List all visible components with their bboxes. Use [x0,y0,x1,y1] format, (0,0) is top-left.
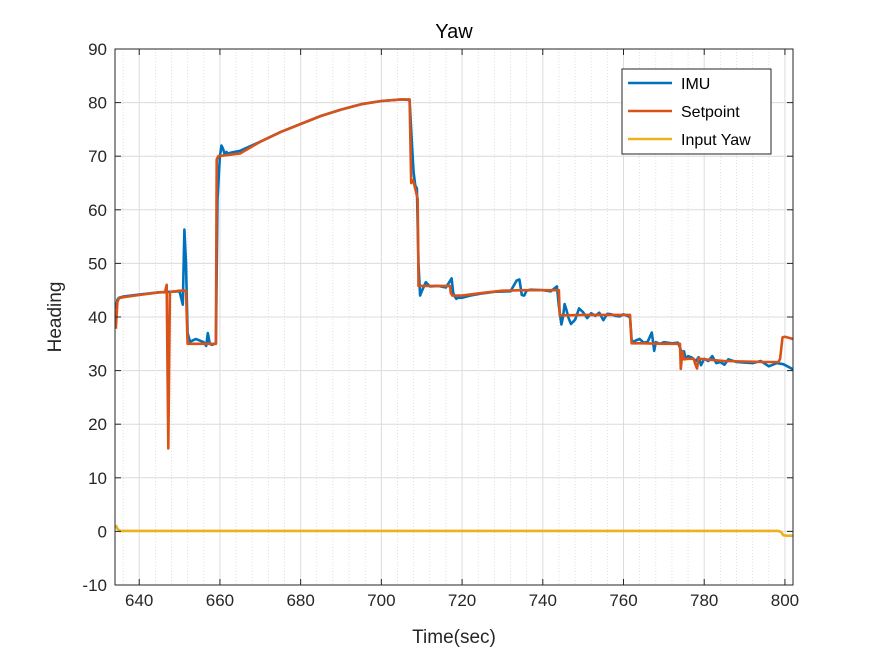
series-line-setpoint [115,98,793,450]
chart-title: Yaw [435,21,473,43]
y-axis-label: Heading [45,282,66,353]
series-line-input-yaw [115,524,793,538]
x-tick-label: 760 [609,591,637,610]
legend-label-setpoint: Setpoint [681,104,740,121]
y-tick-label: 30 [88,362,107,381]
x-tick-label: 680 [286,591,314,610]
y-tick-label: 10 [88,469,107,488]
x-tick-label: 800 [771,591,799,610]
y-tick-label: 70 [88,147,107,166]
x-tick-label: 740 [529,591,557,610]
y-tick-label: 60 [88,201,107,220]
x-tick-label: 660 [206,591,234,610]
y-tick-label: 0 [98,522,107,541]
y-tick-label: -10 [82,576,107,595]
series-layer [115,98,793,538]
y-tick-label: 50 [88,254,107,273]
x-tick-label: 640 [125,591,153,610]
x-tick-label: 700 [367,591,395,610]
ticks-layer: 640 660 680 700 720 740 760 780 800 -10 0 10 20 30 40 5… [82,40,799,610]
x-tick-label: 720 [448,591,476,610]
legend-label-imu: IMU [681,76,710,93]
series-line-imu [115,98,793,371]
x-tick-label: 780 [690,591,718,610]
y-tick-label: 90 [88,40,107,59]
legend: IMU Setpoint Input Yaw [621,68,772,155]
y-tick-label: 20 [88,415,107,434]
x-axis-label: Time(sec) [412,627,496,648]
legend-label-input-yaw: Input Yaw [681,132,751,149]
y-tick-label: 40 [88,308,107,327]
y-tick-label: 80 [88,94,107,113]
